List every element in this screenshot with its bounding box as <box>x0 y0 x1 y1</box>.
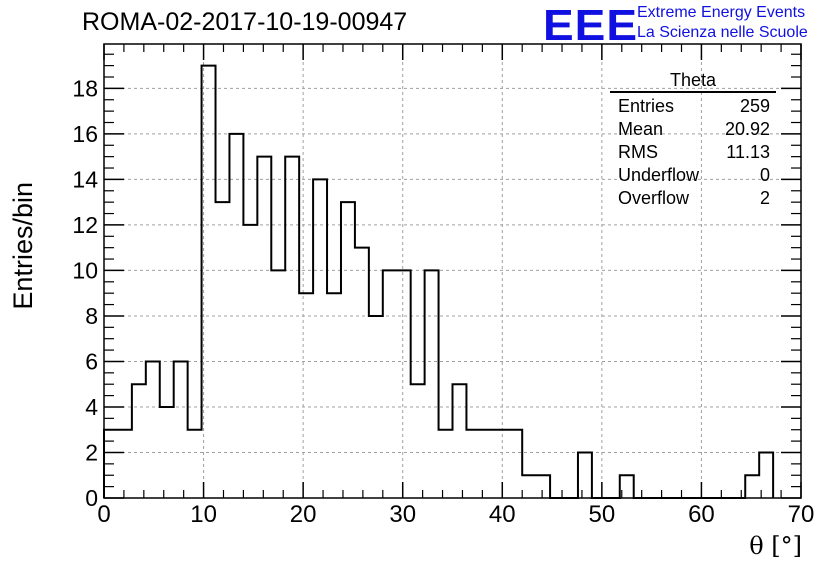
y-axis-label: Entries/bin <box>8 182 38 310</box>
histogram-outline <box>103 64 775 499</box>
stats-label: RMS <box>618 142 658 162</box>
stats-row: Overflow 2 <box>610 187 776 210</box>
x-axis-label: θ [°] <box>749 532 802 560</box>
chart-title: ROMA-02-2017-10-19-00947 <box>82 8 408 36</box>
x-tick-label: 10 <box>190 501 217 528</box>
stats-label: Overflow <box>618 188 690 208</box>
stats-box: Theta Entries 259 Mean 20.92 RMS 11.13 Unde… <box>610 70 776 210</box>
eee-logo-text: Extreme Energy Events La Scienza nelle S… <box>637 3 808 43</box>
y-tick-label: 18 <box>72 75 98 101</box>
y-tick-label: 12 <box>72 212 98 238</box>
stats-label: Entries <box>618 96 675 116</box>
stats-row: Entries 259 <box>610 95 776 118</box>
logo-line-1: Extreme Energy Events <box>637 4 806 21</box>
y-tick-label: 10 <box>72 257 98 283</box>
x-tick-label: 40 <box>489 501 516 528</box>
stats-label: Underflow <box>618 165 700 185</box>
stats-label: Mean <box>618 119 664 139</box>
y-tick-label: 14 <box>72 166 98 192</box>
x-tick-label: 0 <box>97 501 110 528</box>
stats-value: 0 <box>759 165 770 185</box>
x-tick-label: 30 <box>389 501 416 528</box>
y-tick-label: 2 <box>85 439 98 465</box>
y-tick-label: 0 <box>85 485 98 511</box>
eee-logo-mark: EEE <box>543 0 639 50</box>
stats-title: Theta <box>610 70 776 93</box>
stats-value: 20.92 <box>724 119 770 139</box>
stats-value: 2 <box>759 188 770 208</box>
x-tick-label: 70 <box>788 501 815 528</box>
x-tick-labels: 0 10 20 30 40 50 60 70 <box>97 501 814 528</box>
axis-ticks <box>103 44 802 499</box>
y-tick-label: 8 <box>85 303 98 329</box>
x-tick-label: 60 <box>688 501 715 528</box>
y-tick-label: 4 <box>85 394 98 420</box>
stats-row: Mean 20.92 <box>610 118 776 141</box>
stats-row: Underflow 0 <box>610 164 776 187</box>
stats-value: 259 <box>739 96 770 116</box>
y-tick-label: 6 <box>85 348 98 374</box>
logo-line-2: La Scienza nelle Scuole <box>637 24 808 41</box>
stats-value: 11.13 <box>726 142 770 162</box>
y-tick-labels: 0 2 4 6 8 10 12 14 16 18 <box>72 75 98 511</box>
y-tick-label: 16 <box>72 121 98 147</box>
x-tick-label: 20 <box>290 501 317 528</box>
stats-row: RMS 11.13 <box>610 141 776 164</box>
x-tick-label: 50 <box>589 501 616 528</box>
